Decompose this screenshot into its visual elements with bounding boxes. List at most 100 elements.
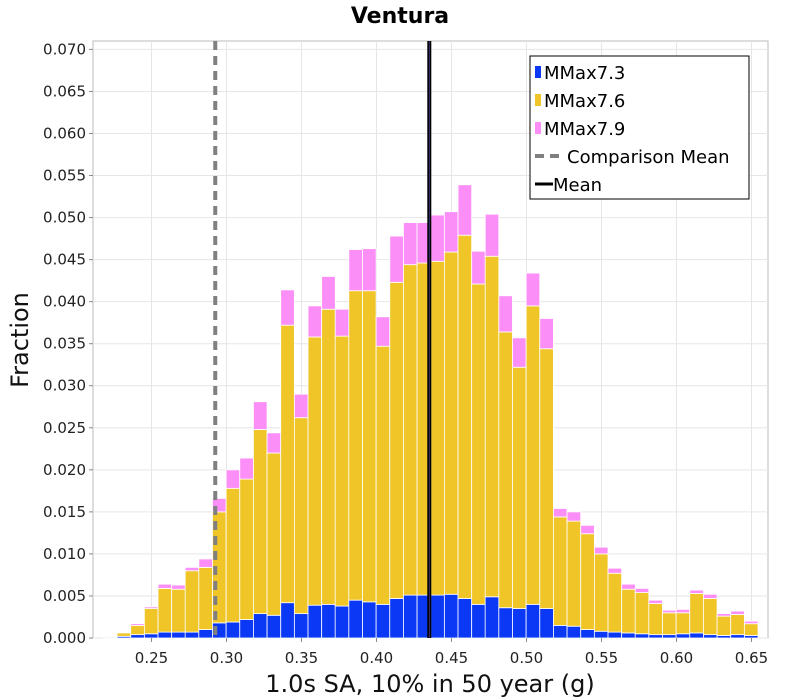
- x-axis-ticks: 0.25 0.30 0.35 0.40 0.45 0.50 0.55 0.60 0.65: [135, 638, 768, 667]
- bar-mmax7-3-35: [580, 629, 595, 639]
- x-tick-label: 0.30: [210, 649, 243, 667]
- bar-mmax7-9-28: [484, 213, 500, 257]
- bar-mmax7-3-12: [266, 614, 282, 639]
- bar-mmax7-3-31: [525, 603, 541, 639]
- bar-mmax7-6-31: [525, 305, 541, 605]
- bar-mmax7-6-36: [593, 553, 609, 632]
- bar-mmax7-3-10: [239, 619, 254, 639]
- bar-mmax7-6-47: [743, 623, 759, 636]
- bar-mmax7-9-21: [389, 235, 404, 283]
- x-tick-label: 0.35: [285, 649, 318, 667]
- bar-mmax7-3-30: [512, 608, 527, 639]
- bar-mmax7-6-42: [675, 612, 691, 635]
- bar-mmax7-6-0: [103, 635, 118, 638]
- legend-label: Mean: [553, 175, 602, 196]
- bar-mmax7-9-26: [457, 184, 473, 236]
- bar-mmax7-9-13: [280, 289, 295, 326]
- y-tick-label: 0.035: [43, 335, 86, 353]
- bar-mmax7-6-37: [607, 572, 623, 633]
- bar-mmax7-6-30: [512, 366, 527, 609]
- y-tick-label: 0.015: [43, 503, 86, 521]
- x-axis-label: 1.0s SA, 10% in 50 year (g): [265, 670, 594, 698]
- chart-title: Ventura: [351, 4, 449, 29]
- bar-mmax7-3-36: [593, 630, 609, 639]
- bar-mmax7-6-18: [348, 290, 363, 601]
- bar-mmax7-3-9: [225, 621, 241, 639]
- bar-mmax7-6-35: [580, 533, 595, 630]
- bar-mmax7-3-43: [689, 632, 704, 639]
- bar-mmax7-9-22: [403, 222, 418, 266]
- bar-mmax7-3-11: [253, 613, 268, 639]
- bar-mmax7-6-10: [239, 478, 254, 620]
- bar-mmax7-9-44: [703, 593, 718, 599]
- bar-mmax7-9-34: [566, 511, 582, 522]
- bar-mmax7-3-19: [362, 601, 377, 639]
- bars: [103, 184, 759, 639]
- bar-mmax7-9-7: [198, 558, 213, 568]
- bar-mmax7-9-16: [321, 276, 336, 310]
- bar-mmax7-3-28: [484, 596, 500, 639]
- legend: MMax7.3 MMax7.6 MMax7.9 Comparison Mean Mean: [529, 55, 750, 200]
- bar-mmax7-6-4: [157, 587, 173, 633]
- x-tick-label: 0.55: [585, 649, 618, 667]
- legend-label: MMax7.6: [544, 91, 625, 112]
- bar-mmax7-6-33: [553, 516, 568, 626]
- x-tick-label: 0.45: [435, 649, 468, 667]
- bar-mmax7-6-13: [280, 324, 295, 604]
- y-tick-label: 0.025: [43, 419, 86, 437]
- bar-mmax7-3-26: [457, 598, 473, 639]
- bar-mmax7-9-45: [716, 613, 732, 617]
- y-tick-label: 0.050: [43, 209, 86, 227]
- bar-mmax7-9-10: [239, 457, 254, 480]
- y-tick-label: 0.060: [43, 124, 86, 142]
- bar-mmax7-9-9: [225, 469, 241, 489]
- bar-mmax7-6-19: [362, 290, 377, 603]
- bar-mmax7-6-46: [730, 614, 745, 636]
- bar-mmax7-3-18: [348, 599, 363, 639]
- bar-mmax7-3-38: [621, 632, 636, 639]
- y-tick-label: 0.030: [43, 377, 86, 395]
- bar-mmax7-6-45: [716, 615, 732, 636]
- bar-mmax7-9-15: [307, 305, 323, 338]
- bar-mmax7-9-37: [607, 567, 623, 574]
- bar-mmax7-6-44: [703, 598, 718, 636]
- bar-mmax7-3-39: [634, 633, 650, 639]
- bar-mmax7-9-2: [130, 623, 145, 626]
- bar-mmax7-6-40: [648, 603, 663, 636]
- bar-mmax7-6-7: [198, 566, 213, 630]
- bar-mmax7-6-24: [430, 260, 445, 596]
- bar-mmax7-6-43: [689, 593, 704, 634]
- bar-mmax7-3-15: [307, 604, 323, 639]
- x-tick-label: 0.50: [510, 649, 543, 667]
- y-tick-label: 0.045: [43, 251, 86, 269]
- bar-mmax7-3-7: [198, 629, 213, 639]
- x-tick-label: 0.65: [735, 649, 768, 667]
- bar-mmax7-9-5: [171, 584, 186, 590]
- x-tick-label: 0.40: [360, 649, 393, 667]
- y-axis-ticks: 0.000 0.005 0.010 0.015 0.020 0.025 0.030 0.035…: [43, 40, 93, 647]
- bar-mmax7-6-39: [634, 592, 650, 635]
- bar-mmax7-6-12: [266, 452, 282, 616]
- bar-mmax7-9-24: [430, 214, 445, 262]
- legend-swatch-mmax7-6: [535, 94, 541, 106]
- bar-mmax7-6-5: [171, 588, 186, 633]
- bar-mmax7-9-39: [634, 587, 650, 593]
- bar-mmax7-6-38: [621, 588, 636, 634]
- bar-mmax7-6-17: [334, 335, 350, 607]
- bar-mmax7-3-44: [703, 634, 718, 639]
- legend-label: MMax7.9: [544, 119, 625, 140]
- reference-lines: [213, 41, 432, 638]
- bar-mmax7-9-42: [675, 609, 691, 614]
- bar-mmax7-9-11: [253, 401, 268, 430]
- bar-mmax7-6-16: [321, 308, 336, 605]
- y-tick-label: 0.010: [43, 545, 86, 563]
- bar-mmax7-9-19: [362, 248, 377, 292]
- y-tick-label: 0.065: [43, 82, 86, 100]
- bar-mmax7-9-27: [471, 250, 486, 285]
- bar-mmax7-9-25: [443, 211, 459, 253]
- bar-mmax7-9-29: [498, 295, 513, 333]
- bar-mmax7-6-14: [293, 417, 309, 615]
- bar-mmax7-9-35: [580, 524, 595, 535]
- bar-mmax7-3-20: [375, 603, 391, 639]
